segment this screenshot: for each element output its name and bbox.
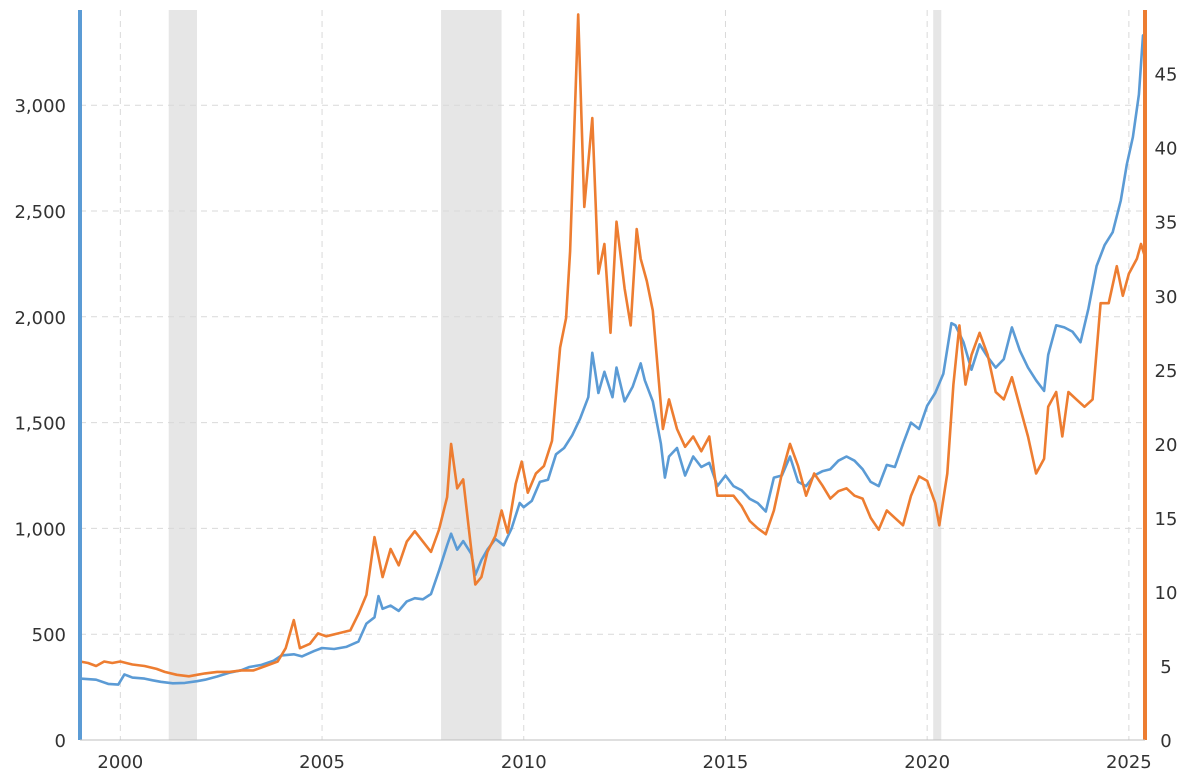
y-right-tick-label: 35 <box>1155 213 1178 234</box>
y-left-tick-label: 500 <box>32 625 66 646</box>
series-line-right <box>78 13 1146 678</box>
tick-labels: 2000 2005 2010 2015 2020 202505001,0001,5002,… <box>14 65 1177 773</box>
x-tick-label: 2000 <box>97 752 143 773</box>
y-right-tick-label: 30 <box>1155 287 1178 308</box>
y-right-tick-label: 10 <box>1155 583 1178 604</box>
y-left-tick-label: 2,500 <box>14 202 66 223</box>
series-lines <box>78 13 1146 686</box>
y-right-tick-label: 15 <box>1155 509 1178 530</box>
y-left-tick-label: 1,000 <box>14 519 66 540</box>
y-left-tick-label: 3,000 <box>14 96 66 117</box>
y-right-tick-label: 5 <box>1160 657 1171 678</box>
series-line-left <box>78 34 1145 686</box>
y-right-tick-label: 0 <box>1160 731 1171 752</box>
y-right-tick-label: 20 <box>1155 435 1178 456</box>
recession-band-1 <box>441 10 502 740</box>
recession-shading <box>168 10 942 740</box>
y-left-tick-label: 2,000 <box>14 308 66 329</box>
x-tick-label: 2005 <box>299 752 345 773</box>
y-right-tick-label: 45 <box>1155 65 1178 86</box>
y-right-tick-label: 25 <box>1155 361 1178 382</box>
grid-lines <box>80 10 1145 740</box>
recession-band-0 <box>168 10 197 740</box>
x-tick-label: 2010 <box>501 752 547 773</box>
y-left-tick-label: 1,500 <box>14 414 66 435</box>
x-tick-label: 2020 <box>904 752 950 773</box>
recession-band-2 <box>933 10 942 740</box>
x-tick-label: 2025 <box>1106 752 1152 773</box>
x-tick-label: 2015 <box>703 752 749 773</box>
y-left-tick-label: 0 <box>55 731 66 752</box>
axes <box>78 10 1147 741</box>
y-right-tick-label: 40 <box>1155 139 1178 160</box>
